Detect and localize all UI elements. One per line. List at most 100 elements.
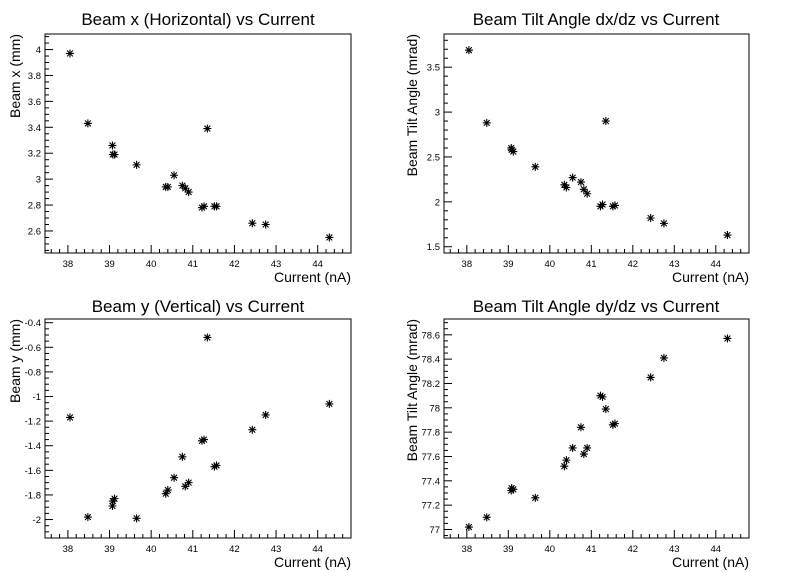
beam-x-data-point xyxy=(163,182,172,191)
tilt-dydz-data-point xyxy=(579,450,588,459)
tilt-dydz-xtick-label: 39 xyxy=(503,544,514,555)
tilt-dxdz-data-point xyxy=(576,178,585,187)
beam-x-data-point xyxy=(203,124,212,133)
tilt-dydz-data-point xyxy=(509,485,518,494)
tilt-dxdz-data-point xyxy=(723,231,732,240)
beam-x-data-point xyxy=(170,171,179,180)
tilt-dydz-xtick-label: 40 xyxy=(545,544,556,555)
beam-x-ytick-label: 3.2 xyxy=(28,149,41,160)
tilt-dydz-xtick-label: 43 xyxy=(669,544,680,555)
beam-y-data-point xyxy=(210,462,219,471)
tilt-dydz-data-point xyxy=(560,462,569,471)
tilt-dydz-ytick-label: 77 xyxy=(429,525,440,536)
beam-y-data-point xyxy=(203,333,212,342)
beam-y-xlabel: Current (nA) xyxy=(274,554,351,570)
tilt-dydz-ytick-label: 78 xyxy=(429,403,440,414)
tilt-dxdz-data-point xyxy=(646,213,655,222)
chart-tilt-dxdz: Beam Tilt Angle dx/dz vs Current 38 39 40 41… xyxy=(404,10,750,285)
tilt-dxdz-data-point xyxy=(562,183,571,192)
tilt-dydz-ytick-label: 77.6 xyxy=(422,452,441,463)
tilt-dxdz-ytick-label: 2 xyxy=(435,197,440,208)
beam-x-ytick-label: 3.6 xyxy=(28,97,41,108)
beam-y-data-point xyxy=(65,413,74,422)
beam-y-ytick-label: -1.4 xyxy=(25,441,41,452)
beam-y-data-point xyxy=(110,494,119,503)
beam-y-data-point xyxy=(108,497,117,506)
tilt-dydz-data-point xyxy=(531,493,540,502)
beam-y-xtick-label: 43 xyxy=(271,544,282,555)
beam-y-data-point xyxy=(261,410,270,419)
tilt-dydz-data-point xyxy=(568,443,577,452)
beam-x-data-point xyxy=(108,141,117,150)
tilt-dxdz-data-point xyxy=(601,117,610,126)
beam-y-data-point xyxy=(108,502,117,511)
beam-x-ytick-label: 2.8 xyxy=(28,201,41,212)
beam-y-data-point xyxy=(170,473,179,482)
tilt-dydz-data-point xyxy=(610,419,619,428)
tilt-dydz-title: Beam Tilt Angle dy/dz vs Current xyxy=(473,297,720,316)
beam-y-ytick-label: -0.8 xyxy=(25,367,41,378)
beam-x-data-point xyxy=(325,233,334,242)
beam-y-ylabel: Beam y (mm) xyxy=(7,319,23,403)
beam-x-ytick-label: 3.8 xyxy=(28,71,41,82)
tilt-dxdz-data-point xyxy=(579,185,588,194)
tilt-dydz-plot-frame xyxy=(443,318,750,539)
tilt-dxdz-data-point xyxy=(531,162,540,171)
tilt-dxdz-xtick-label: 41 xyxy=(586,259,597,270)
beam-x-data-point xyxy=(212,202,221,211)
beam-y-ytick-label: -1.6 xyxy=(25,466,41,477)
tilt-dydz-data-point xyxy=(646,373,655,382)
beam-x-data-point xyxy=(197,203,206,212)
beam-x-title: Beam x (Horizontal) vs Current xyxy=(81,10,315,29)
tilt-dxdz-data-point xyxy=(509,147,518,156)
chart-tilt-dydz: Beam Tilt Angle dy/dz vs Current 38 39 40 41… xyxy=(404,297,750,570)
beam-y-ytick-label: -2 xyxy=(33,515,41,526)
tilt-dxdz-xtick-label: 44 xyxy=(711,259,722,270)
beam-x-data-point xyxy=(181,184,190,193)
tilt-dxdz-data-point xyxy=(583,189,592,198)
beam-x-ytick-label: 3.4 xyxy=(28,123,41,134)
tilt-dxdz-data-point xyxy=(598,200,607,209)
beam-y-ytick-label: -0.4 xyxy=(25,318,41,329)
beam-y-data-point xyxy=(163,486,172,495)
tilt-dydz-ytick-label: 78.6 xyxy=(422,330,441,341)
beam-x-xtick-label: 42 xyxy=(229,259,240,270)
tilt-dydz-ylabel: Beam Tilt Angle (mrad) xyxy=(404,319,420,461)
beam-y-data-point xyxy=(184,478,193,487)
beam-y-data-point xyxy=(212,461,221,470)
beam-y-xtick-label: 39 xyxy=(104,544,115,555)
beam-y-xtick-label: 44 xyxy=(312,544,323,555)
beam-x-data-point xyxy=(110,150,119,159)
tilt-dydz-data-point xyxy=(723,334,732,343)
beam-x-xtick-label: 44 xyxy=(312,259,323,270)
tilt-dydz-data-point xyxy=(659,353,668,362)
beam-y-ytick-label: -0.6 xyxy=(25,343,41,354)
tilt-dydz-ytick-label: 78.4 xyxy=(422,355,441,366)
tilt-dydz-ytick-label: 77.2 xyxy=(422,501,441,512)
beam-y-ytick-label: -1.8 xyxy=(25,490,41,501)
beam-y-title: Beam y (Vertical) vs Current xyxy=(92,297,305,316)
beam-y-data-point xyxy=(161,489,170,498)
beam-x-plot-frame xyxy=(44,33,352,254)
beam-y-data-point xyxy=(181,482,190,491)
beam-x-xtick-label: 39 xyxy=(104,259,115,270)
beam-y-ytick-label: -1 xyxy=(33,392,41,403)
tilt-dydz-data-point xyxy=(601,405,610,414)
beam-y-xtick-label: 40 xyxy=(146,544,157,555)
tilt-dxdz-xtick-label: 39 xyxy=(503,259,514,270)
tilt-dxdz-data-point xyxy=(482,118,491,127)
tilt-dxdz-xlabel: Current (nA) xyxy=(672,269,749,285)
tilt-dydz-xtick-label: 44 xyxy=(711,544,722,555)
tilt-dydz-xlabel: Current (nA) xyxy=(672,554,749,570)
beam-x-xtick-label: 41 xyxy=(188,259,199,270)
beam-x-ytick-label: 3 xyxy=(36,175,41,186)
tilt-dxdz-ytick-label: 3 xyxy=(435,108,440,119)
tilt-dydz-xtick-label: 41 xyxy=(586,544,597,555)
beam-y-xtick-label: 38 xyxy=(63,544,74,555)
tilt-dxdz-data-point xyxy=(464,46,473,55)
beam-y-data-point xyxy=(325,399,334,408)
tilt-dydz-data-point xyxy=(596,391,605,400)
tilt-dxdz-xtick-label: 40 xyxy=(545,259,556,270)
beam-x-data-point xyxy=(248,219,257,228)
